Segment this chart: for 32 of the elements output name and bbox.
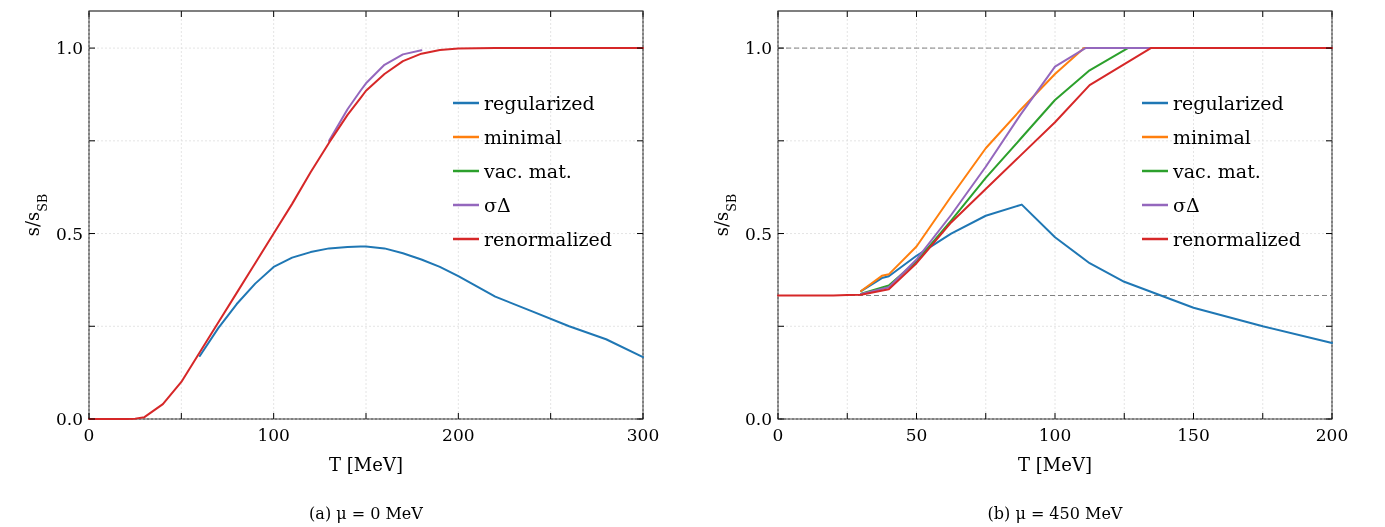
x-tick-label: 150 <box>1177 425 1210 445</box>
x-tick-label: 300 <box>626 425 660 445</box>
y-tick-label: 0.5 <box>55 223 83 244</box>
x-tick-label: 200 <box>442 425 475 445</box>
line-series <box>328 49 423 142</box>
x-tick-label: 50 <box>905 425 928 445</box>
y-tick-label: 1.0 <box>744 38 772 59</box>
legend-label: minimal <box>484 126 562 148</box>
text: (b) μ = 450 MeV <box>987 504 1123 523</box>
x-axis-title: T [MeV] <box>329 454 403 475</box>
x-tick-label: 100 <box>1038 425 1072 445</box>
legend-label: regularized <box>1173 92 1284 114</box>
legend-label: vac. mat. <box>1172 160 1261 182</box>
y-tick-label: 1.0 <box>55 38 83 59</box>
x-tick-label: 0 <box>83 425 95 445</box>
y-tick-label: 0.0 <box>55 409 83 429</box>
legend-label: vac. mat. <box>483 160 572 182</box>
line-series <box>198 245 644 359</box>
y-tick-label: 0.0 <box>744 409 772 429</box>
legend-label: renormalized <box>1173 228 1301 250</box>
legend-label: σΔ <box>484 194 511 216</box>
legend-label: σΔ <box>1173 194 1200 216</box>
y-tick-label: 0.5 <box>744 223 772 244</box>
x-tick-label: 200 <box>1315 425 1349 445</box>
legend-label: regularized <box>484 92 595 114</box>
legend-label: renormalized <box>484 228 612 250</box>
legend-label: minimal <box>1173 126 1251 148</box>
text: (a) μ = 0 MeV <box>309 504 424 523</box>
x-tick-label: 0 <box>772 425 784 445</box>
line-series <box>777 47 1333 297</box>
x-tick-label: 100 <box>257 425 290 445</box>
x-axis-title: T [MeV] <box>1018 454 1092 475</box>
